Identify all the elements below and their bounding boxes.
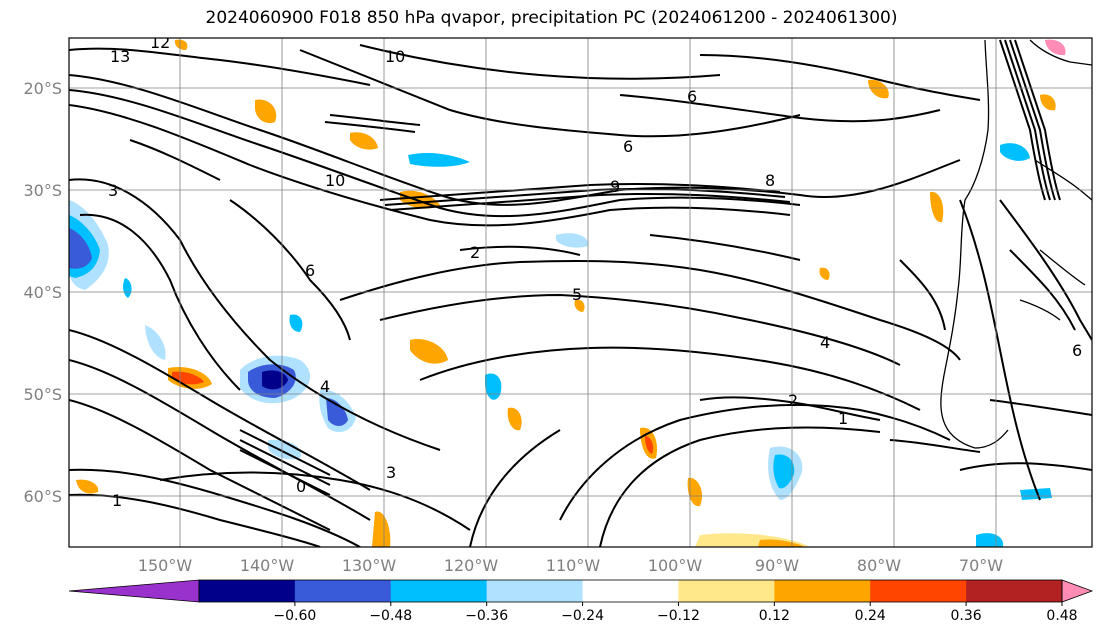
colorbar-segment bbox=[199, 580, 296, 602]
contour-label: 1 bbox=[838, 409, 848, 428]
contour-label: 3 bbox=[386, 463, 396, 482]
colorbar-extend-min bbox=[68, 579, 200, 603]
contour-label: 1 bbox=[112, 491, 122, 510]
colorbar-segment bbox=[582, 580, 679, 602]
contour-bundles bbox=[239, 39, 1061, 496]
contour-label: 0 bbox=[296, 477, 306, 496]
contour-label: 2 bbox=[470, 243, 480, 262]
latitude-axis: 20°S 30°S 40°S 50°S 60°S bbox=[23, 79, 62, 506]
lon-tick-label: 90°W bbox=[755, 556, 799, 575]
colorbar-tick-label: −0.60 bbox=[273, 608, 316, 624]
lat-tick-label: 50°S bbox=[23, 385, 62, 404]
contour-label: 13 bbox=[110, 47, 130, 66]
contour-label: 9 bbox=[610, 177, 620, 196]
colorbar-segment bbox=[966, 580, 1063, 602]
longitude-axis: 150°W 140°W 130°W 120°W 110°W 100°W 90°W… bbox=[138, 556, 1003, 575]
colorbar-outline bbox=[198, 579, 1063, 603]
map-layers: 13 12 10 9 8 6 5 4 3 2 1 0 1 4 2 3 6 10 … bbox=[69, 33, 1092, 547]
contour-label: 2 bbox=[788, 391, 798, 410]
lon-tick-label: 80°W bbox=[857, 556, 901, 575]
contour-label: 8 bbox=[765, 171, 775, 190]
contour-label: 6 bbox=[305, 261, 315, 280]
colorbar-tick-label: −0.12 bbox=[657, 608, 700, 624]
colorbar-segment bbox=[870, 580, 967, 602]
contour-label: 12 bbox=[150, 33, 170, 52]
contour-label: 6 bbox=[687, 87, 697, 106]
lat-tick-label: 40°S bbox=[23, 283, 62, 302]
colorbar-segment bbox=[678, 580, 775, 602]
contour-label: 4 bbox=[820, 333, 830, 352]
contour-label: 5 bbox=[572, 285, 582, 304]
colorbar-tick-label: 0.24 bbox=[855, 608, 886, 624]
colorbar-tick-label: −0.24 bbox=[561, 608, 604, 624]
lon-tick-label: 140°W bbox=[240, 556, 295, 575]
colorbar-segment bbox=[390, 580, 488, 602]
colorbar-tick-label: −0.48 bbox=[369, 608, 412, 624]
colorbar-tick-label: 0.48 bbox=[1046, 608, 1077, 624]
map-frame bbox=[68, 37, 1093, 548]
lon-tick-label: 100°W bbox=[648, 556, 703, 575]
colorbar-tick-label: −0.36 bbox=[465, 608, 508, 624]
lon-tick-label: 70°W bbox=[959, 556, 1003, 575]
map-title: 2024060900 F018 850 hPa qvapor, precipit… bbox=[205, 8, 898, 28]
colorbar-segment bbox=[294, 580, 392, 602]
lon-tick-label: 130°W bbox=[342, 556, 397, 575]
qvapor-contours bbox=[69, 44, 1092, 547]
contour-label: 6 bbox=[1072, 341, 1082, 360]
lon-tick-label: 110°W bbox=[546, 556, 601, 575]
colorbar-tick-label: 0.12 bbox=[759, 608, 790, 624]
colorbar-segment bbox=[486, 580, 584, 602]
gridlines bbox=[69, 38, 1092, 547]
contour-label: 10 bbox=[385, 47, 405, 66]
contour-label: 6 bbox=[623, 137, 633, 156]
colorbar-segment bbox=[774, 580, 871, 602]
lon-tick-label: 120°W bbox=[444, 556, 499, 575]
colorbar: −0.60 −0.48 −0.36 −0.24 −0.12 0.12 0.24 0.36 0.4… bbox=[68, 579, 1094, 624]
lat-tick-label: 30°S bbox=[23, 181, 62, 200]
colorbar-tick-label: 0.36 bbox=[951, 608, 982, 624]
contour-label: 10 bbox=[325, 171, 345, 190]
contour-labels: 13 12 10 9 8 6 5 4 3 2 1 0 1 4 2 3 6 10 … bbox=[108, 33, 1082, 510]
lat-tick-label: 60°S bbox=[23, 487, 62, 506]
colorbar-extend-max bbox=[1061, 579, 1094, 603]
lat-tick-label: 20°S bbox=[23, 79, 62, 98]
lon-tick-label: 150°W bbox=[138, 556, 193, 575]
contour-label: 3 bbox=[108, 181, 118, 200]
contour-label: 4 bbox=[320, 377, 330, 396]
